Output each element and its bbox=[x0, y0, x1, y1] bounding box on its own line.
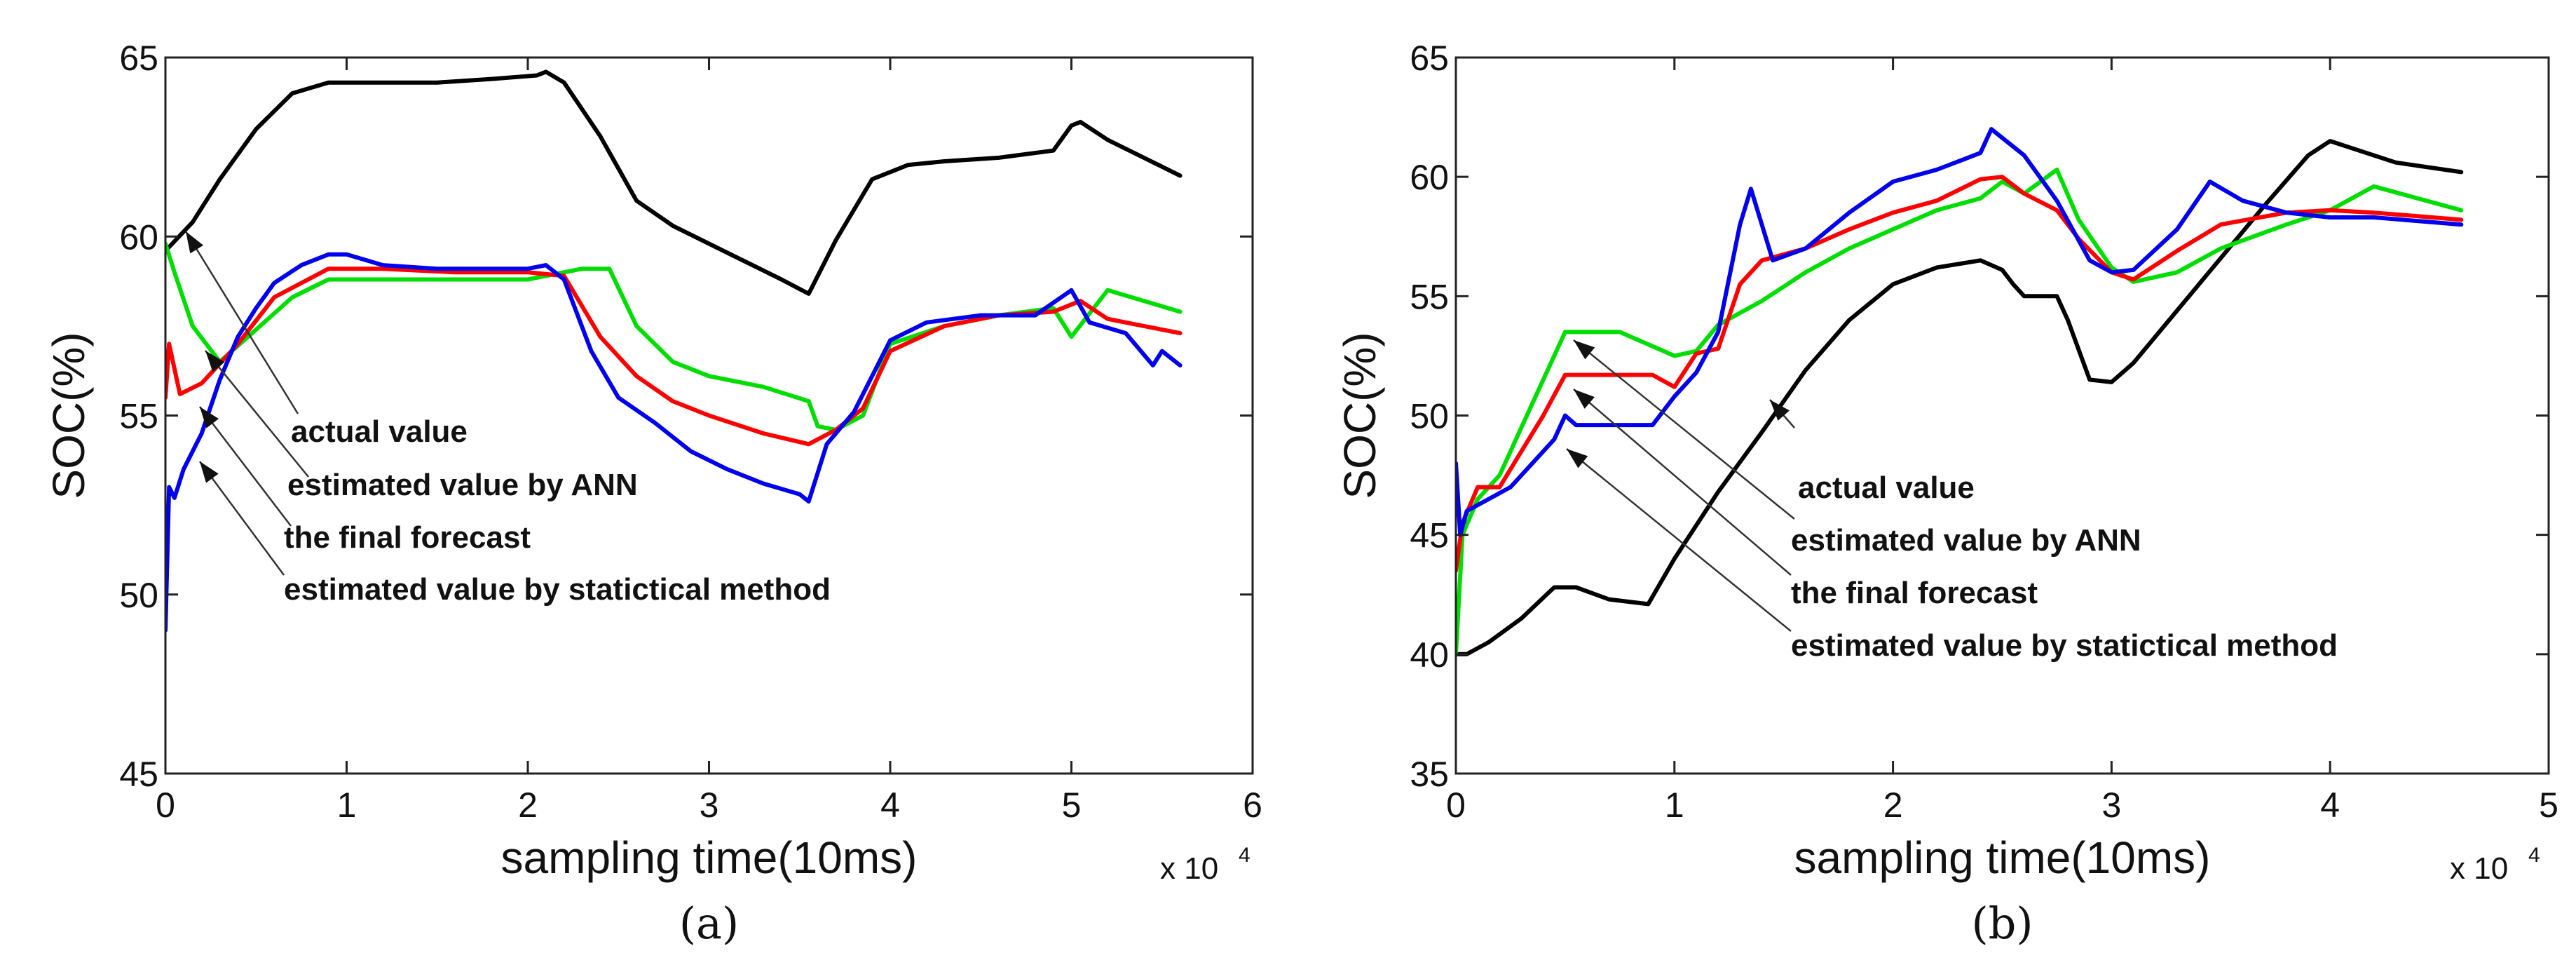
chart-b-ylabel: SOC(%) bbox=[1335, 332, 1385, 499]
chart-b-ytick-label: 40 bbox=[1410, 635, 1449, 675]
chart-a-xlabel: sampling time(10ms) bbox=[501, 832, 918, 883]
chart-b-annotation-text: actual value bbox=[1798, 471, 1975, 505]
chart-b-ytick-label: 60 bbox=[1410, 158, 1449, 197]
chart-b-annotation: actual value bbox=[1769, 399, 1975, 505]
chart-a-ytick-label: 45 bbox=[119, 755, 158, 794]
chart-b-annotation-arrow-line bbox=[1573, 389, 1792, 576]
chart-b-ytick-label: 45 bbox=[1410, 516, 1449, 555]
chart-a-xtick-label: 5 bbox=[1062, 785, 1082, 825]
chart-b-ytick-label: 35 bbox=[1410, 755, 1449, 794]
chart-b-series-estimated-value-by-statictical-method bbox=[1456, 127, 2464, 537]
chart-a-annotation-arrow-line bbox=[184, 231, 299, 414]
chart-a-annotation: estimated value by statictical method bbox=[198, 461, 831, 607]
chart-b-series-the-final-forecast bbox=[1456, 175, 2464, 573]
chart-b-panel-label: (b) bbox=[1971, 898, 2033, 949]
chart-a-xtick-label: 3 bbox=[700, 785, 719, 825]
chart-b-annotation-text: the final forecast bbox=[1791, 576, 2038, 610]
chart-b-ytick-label: 65 bbox=[1410, 39, 1449, 78]
chart-b-annotation-text: estimated value by ANN bbox=[1791, 523, 2141, 558]
chart-a-x-multiplier-exponent: 4 bbox=[1239, 844, 1250, 867]
chart-b-axes-box bbox=[1454, 56, 2550, 775]
chart-a-ytick-label: 60 bbox=[119, 217, 158, 257]
chart-b-annotation-arrow-head bbox=[1770, 400, 1790, 421]
chart-a-annotation-arrow-line bbox=[205, 350, 309, 478]
chart-b-series-actual-value bbox=[1456, 139, 2464, 656]
chart-b-annotation-arrow-head bbox=[1574, 389, 1595, 409]
chart-a-series-estimated-value-by-statictical-method bbox=[165, 252, 1183, 633]
chart-b-annotation-arrow-head bbox=[1567, 449, 1588, 468]
chart-b-xtick-label: 4 bbox=[2320, 785, 2340, 825]
chart-a-series-group bbox=[165, 69, 1183, 633]
chart-b-annotation: the final forecast bbox=[1573, 389, 2038, 610]
chart-b-xtick-label: 1 bbox=[1665, 785, 1684, 825]
chart-a-annotation-arrow-head bbox=[205, 351, 225, 372]
chart-b-x-multiplier-exponent: 4 bbox=[2528, 844, 2540, 867]
chart-a-xtick-label: 4 bbox=[880, 785, 900, 825]
chart-b-annotation: estimated value by ANN bbox=[1573, 339, 2141, 558]
chart-b-xtick-label: 5 bbox=[2539, 785, 2558, 825]
chart-a-annotation-text: actual value bbox=[291, 414, 468, 449]
chart-a-annotation-arrow-head bbox=[200, 407, 219, 428]
chart-a-ylabel: SOC(%) bbox=[43, 332, 94, 499]
chart-a-annotation-arrow-line bbox=[198, 461, 285, 576]
chart-a-annotation: the final forecast bbox=[199, 406, 531, 555]
chart-a-series-actual-value bbox=[165, 69, 1183, 296]
chart-a-annotation-text: the final forecast bbox=[284, 520, 531, 555]
chart-b-annotation-arrow-line bbox=[1573, 339, 1795, 520]
chart-a-panel-label: (a) bbox=[679, 898, 739, 949]
chart-a-annotation-arrow-head bbox=[186, 231, 204, 254]
chart-a-annotation-text: estimated value by statictical method bbox=[284, 572, 831, 607]
chart-a-annotation: estimated value by ANN bbox=[205, 350, 638, 502]
chart-a-annotation: actual value bbox=[184, 231, 468, 449]
chart-b-xlabel: sampling time(10ms) bbox=[1794, 832, 2211, 883]
chart-b-xtick-label: 2 bbox=[1883, 785, 1903, 825]
chart-a-annotation-arrow-head bbox=[200, 461, 219, 483]
chart-b-ytick-label: 55 bbox=[1410, 277, 1449, 316]
chart-a-ytick-label: 65 bbox=[119, 39, 158, 78]
chart-a-xtick-label: 0 bbox=[156, 785, 175, 825]
chart-b-xtick-label: 3 bbox=[2101, 785, 2121, 825]
chart-a-x-multiplier: x 10 bbox=[1160, 851, 1218, 886]
chart-b-series-group bbox=[1456, 127, 2464, 656]
chart-a-ytick-label: 55 bbox=[119, 397, 158, 436]
chart-a-xtick-label: 6 bbox=[1243, 785, 1262, 825]
chart-b-ytick-label: 50 bbox=[1410, 397, 1449, 436]
chart-b-annotation-arrow-head bbox=[1574, 340, 1595, 360]
chart-b-xtick-label: 0 bbox=[1446, 785, 1466, 825]
chart-b-annotation-text: estimated value by statictical method bbox=[1791, 628, 2338, 663]
chart-a-annotation-text: estimated value by ANN bbox=[287, 468, 638, 502]
chart-a-xtick-label: 2 bbox=[518, 785, 538, 825]
chart-a-xtick-label: 1 bbox=[337, 785, 357, 825]
chart-a-annotation-arrow-line bbox=[199, 406, 292, 527]
chart-a-ytick-label: 50 bbox=[119, 576, 158, 615]
chart-b-x-multiplier: x 10 bbox=[2450, 851, 2508, 886]
chart-b-annotation: estimated value by statictical method bbox=[1566, 448, 2338, 663]
chart-b-series-estimated-value-by-ann bbox=[1456, 168, 2464, 656]
chart-b-annotation-arrow-line bbox=[1566, 448, 1792, 632]
